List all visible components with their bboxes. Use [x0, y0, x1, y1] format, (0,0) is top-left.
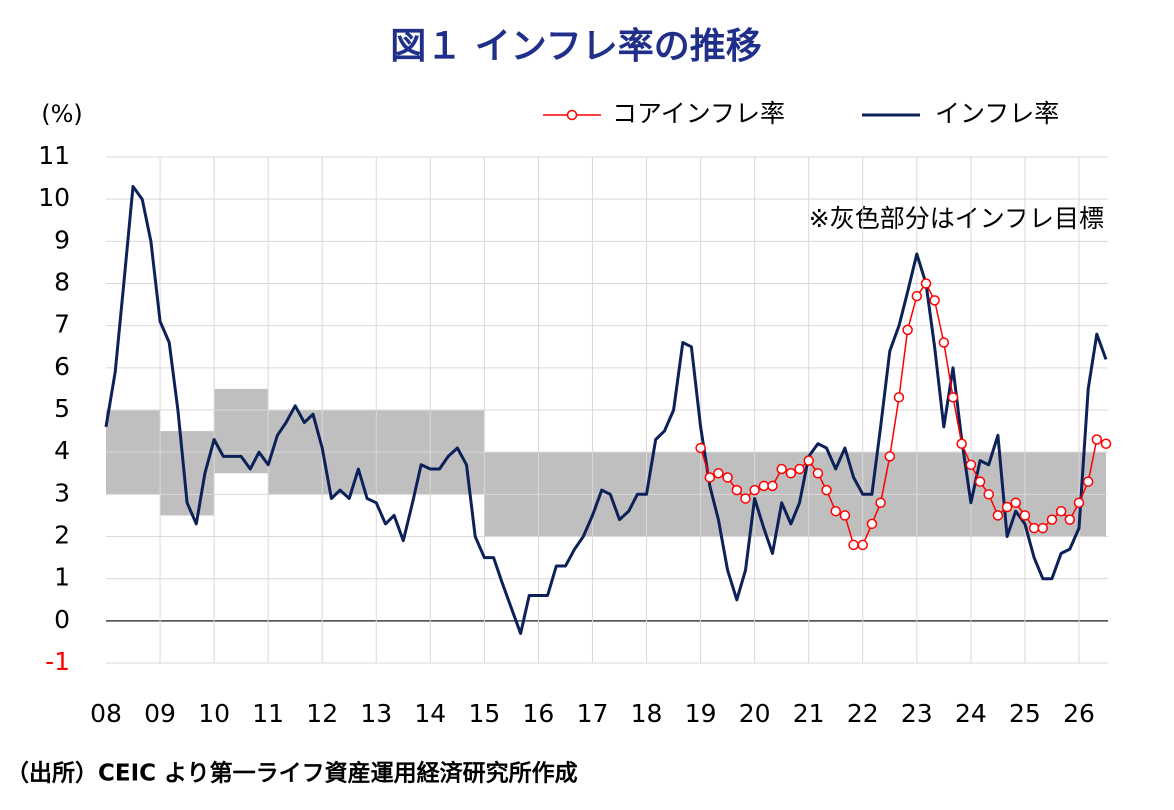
series-marker — [740, 493, 751, 504]
series-marker — [992, 510, 1004, 521]
y-tick-label: -1 — [45, 647, 70, 676]
series-marker — [821, 484, 832, 496]
y-tick-label: 5 — [54, 394, 70, 423]
x-tick-label: 14 — [414, 699, 446, 728]
series-marker — [839, 510, 851, 521]
x-tick-label: 22 — [847, 699, 879, 728]
series-marker — [803, 455, 814, 466]
y-tick-label: 3 — [54, 478, 70, 507]
x-tick-label: 13 — [360, 699, 392, 728]
series-marker — [830, 505, 841, 517]
series-marker — [929, 295, 940, 306]
series-marker — [983, 489, 994, 500]
y-tick-label: 1 — [54, 563, 70, 592]
x-tick-label: 11 — [252, 699, 284, 728]
series-marker — [785, 468, 797, 479]
y-tick-label: 6 — [54, 352, 70, 381]
legend-label: インフレ率 — [935, 99, 1059, 128]
y-tick-label: 2 — [54, 521, 70, 550]
y-tick-label: 9 — [54, 225, 70, 254]
series-marker — [1046, 514, 1058, 525]
y-tick-label: 4 — [54, 436, 70, 465]
series-marker — [1019, 510, 1031, 521]
series-marker — [812, 468, 824, 479]
series-marker — [695, 442, 706, 454]
x-tick-label: 09 — [144, 699, 176, 728]
series-line — [104, 185, 1108, 635]
target-band — [214, 388, 269, 474]
x-tick-label: 24 — [955, 699, 987, 728]
series-marker — [956, 438, 967, 449]
x-tick-label: 17 — [577, 699, 609, 728]
x-tick-label: 16 — [523, 699, 555, 728]
series-marker — [1082, 476, 1094, 487]
series-marker — [857, 539, 869, 551]
x-tick-label: 12 — [306, 699, 338, 728]
y-tick-label: 7 — [54, 310, 70, 339]
series-marker — [911, 290, 923, 302]
series-marker — [1028, 522, 1040, 534]
x-tick-label: 26 — [1063, 699, 1095, 728]
series-marker — [1010, 497, 1021, 509]
x-tick-label: 18 — [631, 699, 663, 728]
series-marker — [1073, 497, 1085, 509]
x-tick-label: 10 — [198, 699, 230, 728]
y-tick-label: 8 — [54, 268, 70, 297]
series-marker — [902, 324, 913, 336]
x-tick-label: 25 — [1009, 699, 1041, 728]
series-marker — [965, 459, 977, 471]
series-marker — [713, 468, 724, 479]
annotation: ※灰色部分はインフレ目標 — [809, 204, 1104, 233]
series-marker — [1064, 514, 1076, 525]
y-tick-label: 0 — [54, 605, 70, 634]
legend-label: コアインフレ率 — [612, 99, 785, 128]
series-marker — [704, 472, 716, 483]
y-axis-label: (%) — [41, 100, 83, 128]
x-tick-label: 20 — [739, 699, 771, 728]
series-marker — [776, 463, 787, 475]
series-marker — [767, 480, 778, 492]
series-marker — [731, 484, 743, 496]
source-note: （出所）CEIC より第一ライフ資産運用経済研究所作成 — [6, 760, 578, 787]
series-marker — [947, 392, 959, 403]
series-marker — [1001, 501, 1013, 513]
series-marker — [848, 539, 859, 551]
y-tick-label: 10 — [38, 183, 70, 212]
series-marker — [875, 497, 886, 509]
x-tick-label: 08 — [90, 699, 122, 728]
series-marker — [758, 480, 770, 492]
series-marker — [920, 278, 932, 289]
x-tick-label: 19 — [685, 699, 717, 728]
y-tick-label: 11 — [38, 141, 70, 170]
x-tick-label: 15 — [468, 699, 500, 728]
x-tick-label: 21 — [793, 699, 825, 728]
series-marker — [749, 484, 760, 496]
legend-marker — [566, 109, 578, 121]
series-marker — [1037, 522, 1049, 534]
series-marker — [938, 337, 950, 348]
series-marker — [794, 463, 805, 475]
series-marker — [1055, 505, 1067, 517]
chart-title: 図１ インフレ率の推移 — [390, 26, 761, 67]
series-marker — [893, 392, 905, 403]
series-marker — [1100, 438, 1112, 449]
series-marker — [722, 472, 733, 483]
x-tick-label: 23 — [901, 699, 933, 728]
series-marker — [866, 518, 878, 530]
series-marker — [974, 476, 986, 487]
series-marker — [1091, 434, 1103, 445]
series-marker — [884, 451, 896, 462]
